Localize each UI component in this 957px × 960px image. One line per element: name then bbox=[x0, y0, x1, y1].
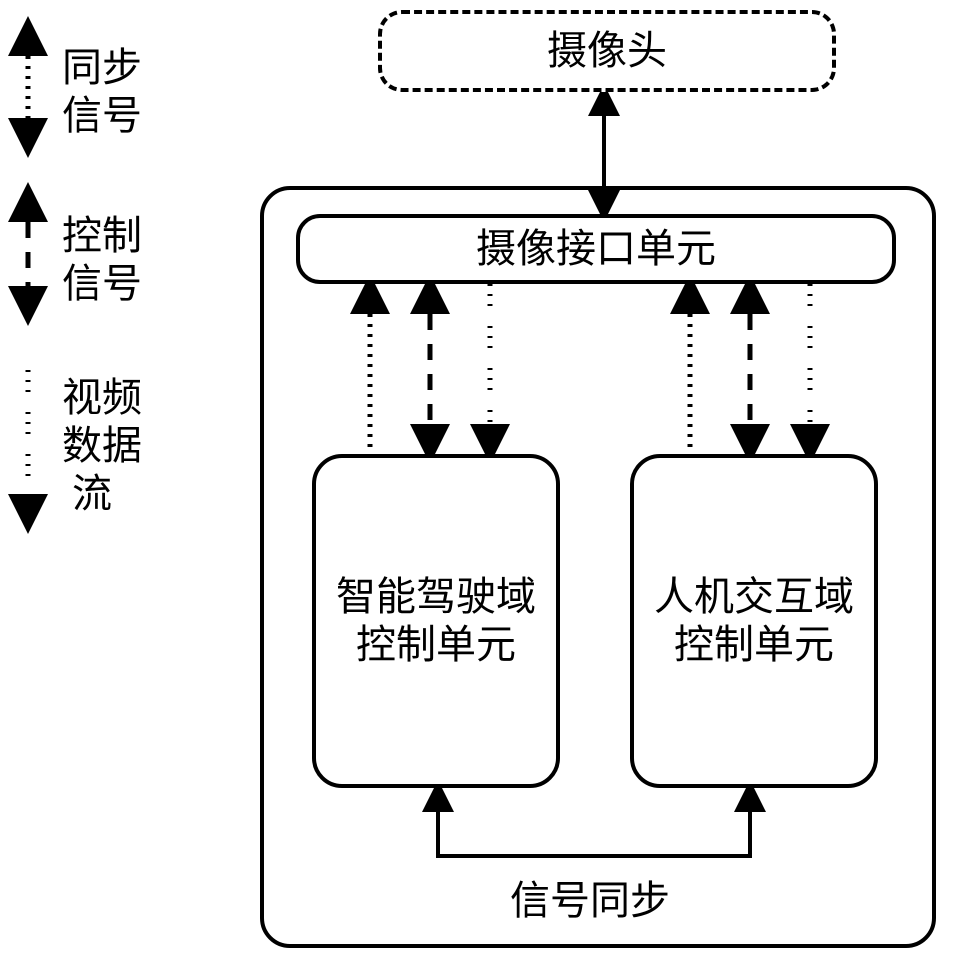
right-ctrl-box: 人机交互域控制单元 bbox=[630, 454, 878, 788]
legend-control-label: 控制信号 bbox=[62, 212, 142, 308]
signal-sync-label: 信号同步 bbox=[510, 868, 670, 926]
right-ctrl-label: 人机交互域控制单元 bbox=[642, 573, 866, 669]
legend-video-label: 视频数据 流 bbox=[62, 374, 142, 518]
left-ctrl-box: 智能驾驶域控制单元 bbox=[312, 454, 560, 788]
left-ctrl-label: 智能驾驶域控制单元 bbox=[324, 573, 548, 669]
camera-label: 摄像头 bbox=[547, 27, 667, 75]
camera-box: 摄像头 bbox=[378, 10, 836, 92]
interface-label: 摄像接口单元 bbox=[476, 225, 716, 273]
interface-box: 摄像接口单元 bbox=[296, 214, 896, 284]
legend-sync-label: 同步信号 bbox=[62, 44, 142, 140]
